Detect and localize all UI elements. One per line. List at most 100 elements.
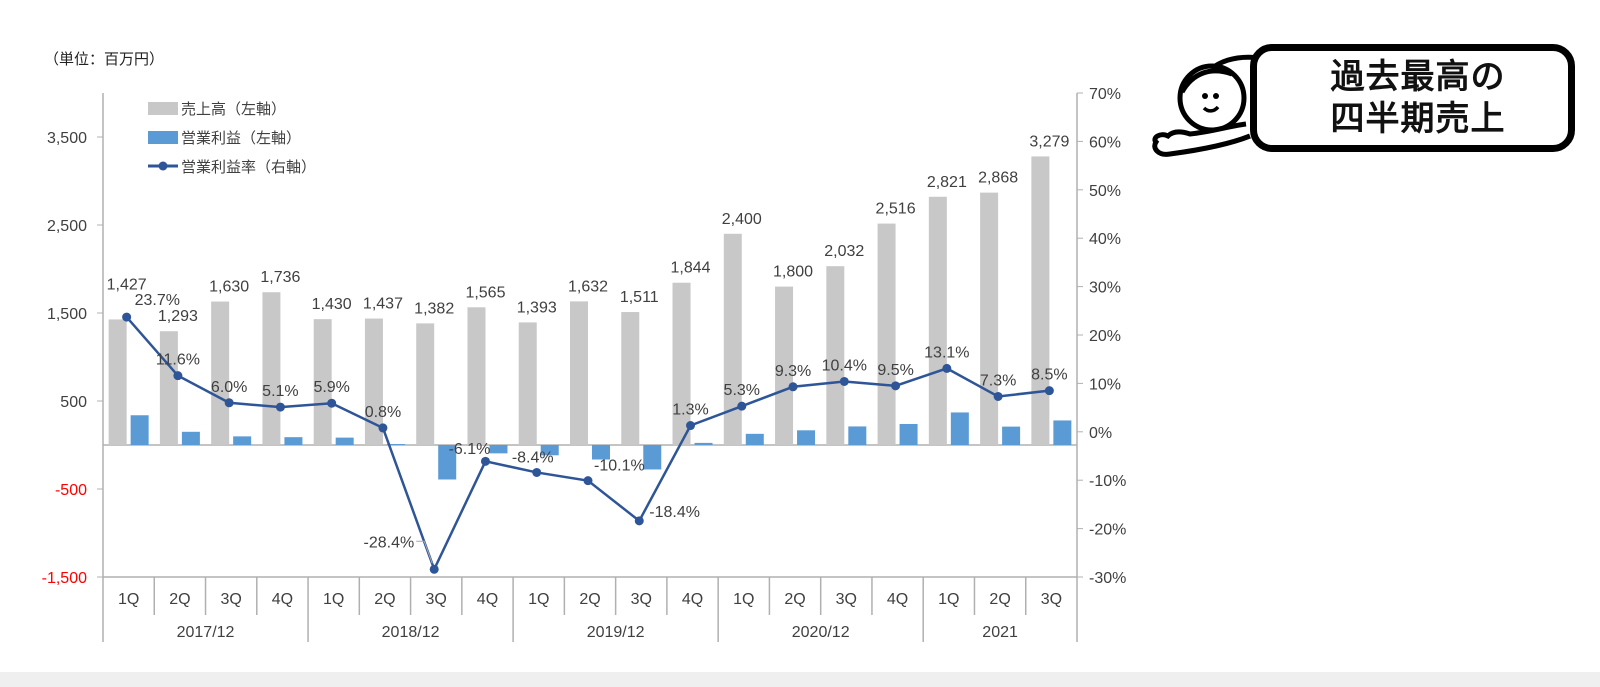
left-tick-label: 3,500 <box>47 130 87 147</box>
sales-value-label: 1,632 <box>568 278 608 295</box>
quarter-label: 3Q <box>426 591 447 608</box>
right-tick-label: 10% <box>1089 376 1121 393</box>
operating-profit-bar <box>950 412 969 445</box>
callout-text: 過去最高の 四半期売上 <box>1268 56 1568 140</box>
operating-profit-bar <box>643 445 662 470</box>
legend-label-margin: 営業利益率（右軸） <box>181 158 316 176</box>
sales-bar <box>159 331 178 445</box>
operating-profit-bar <box>540 445 559 456</box>
callout-line-2: 四半期売上 <box>1330 99 1506 139</box>
margin-value-label: 9.3% <box>775 363 811 380</box>
quarter-label: 2Q <box>374 591 395 608</box>
right-tick-label: 50% <box>1089 183 1121 200</box>
quarter-label: 4Q <box>887 591 908 608</box>
sales-value-label: 1,630 <box>209 279 249 296</box>
right-tick-label: -30% <box>1089 570 1126 587</box>
sales-value-label: 1,430 <box>312 296 352 313</box>
operating-profit-bar <box>181 431 200 445</box>
margin-point <box>224 398 234 408</box>
quarter-label: 3Q <box>220 591 241 608</box>
callout-line-1: 過去最高の <box>1330 57 1506 97</box>
sales-value-label: 3,279 <box>1029 133 1069 150</box>
quarter-label: 2Q <box>989 591 1010 608</box>
quarter-label: 1Q <box>323 591 344 608</box>
sales-value-label: 1,565 <box>465 284 505 301</box>
operating-profit-bar <box>1002 426 1021 445</box>
margin-point <box>891 381 901 391</box>
margin-point <box>737 401 747 411</box>
sales-bar <box>1031 156 1050 445</box>
margin-value-label: 13.1% <box>924 344 969 361</box>
margin-point <box>429 564 439 574</box>
margin-point <box>173 371 183 381</box>
margin-point <box>122 312 132 322</box>
sales-value-label: 2,400 <box>722 211 762 228</box>
sales-value-label: 2,821 <box>927 174 967 191</box>
sales-bar <box>108 319 127 445</box>
fiscal-year-label: 2020/12 <box>792 624 850 641</box>
quarter-label: 1Q <box>528 591 549 608</box>
leader-line <box>416 540 433 564</box>
operating-profit-bar <box>130 415 149 445</box>
left-tick-label: 2,500 <box>47 218 87 235</box>
sales-value-label: 1,511 <box>620 289 659 306</box>
operating-profit-bar <box>592 445 610 460</box>
right-tick-label: 20% <box>1089 328 1121 345</box>
sales-bar <box>980 192 999 445</box>
margin-value-label: 11.6% <box>156 352 200 369</box>
x-axis: 1Q 2Q 3Q 4Q 1Q 2Q 3Q 4Q 1Q 2Q 3Q 4Q 1Q 2Q 3Q 4Q 1Q 2Q 3Q 20… <box>102 576 1078 642</box>
operating-profit-bar <box>899 423 918 445</box>
margin-value-label: 0.8% <box>365 404 401 421</box>
margin-value-label: 1.3% <box>672 402 708 419</box>
operating-profit-bar <box>797 430 816 445</box>
sales-bar <box>928 196 947 445</box>
right-tick-label: 0% <box>1089 425 1112 442</box>
operating-profit-bar <box>1053 420 1072 445</box>
quarter-label: 4Q <box>477 591 498 608</box>
margin-value-label: 9.5% <box>877 362 913 379</box>
margin-value-label: -10.1% <box>594 458 645 475</box>
operating-profit-bar <box>694 442 713 445</box>
margin-point <box>327 398 337 408</box>
data-labels: 1,427 1,293 1,630 1,736 1,430 1,437 1,382 1,565… <box>107 133 1069 564</box>
margin-value-label: -8.4% <box>512 449 554 466</box>
margin-point <box>1044 386 1054 396</box>
right-tick-label: 30% <box>1089 280 1121 297</box>
record-sales-callout: 過去最高の 四半期売上 <box>1150 40 1590 165</box>
sales-bar <box>518 322 537 445</box>
quarter-label: 3Q <box>631 591 652 608</box>
sales-bar <box>826 266 845 445</box>
operating-profit-bar <box>233 436 252 445</box>
margin-point <box>532 467 542 477</box>
margin-point <box>993 391 1003 401</box>
legend-label-sales: 売上高（左軸） <box>181 100 286 118</box>
left-tick-label: 500 <box>60 394 87 411</box>
margin-line <box>122 312 1054 574</box>
operating-profit-bar <box>284 437 303 445</box>
operating-profit-bar <box>745 433 764 445</box>
legend-swatch-sales <box>148 102 178 115</box>
sales-bar <box>775 286 794 445</box>
unit-label: （単位：百万円） <box>44 50 165 68</box>
quarter-label: 1Q <box>733 591 754 608</box>
sales-value-label: 2,032 <box>824 243 864 260</box>
margin-point <box>583 476 593 486</box>
quarter-label: 4Q <box>272 591 293 608</box>
operating-profit-bar <box>848 426 867 445</box>
legend-swatch-operating-profit <box>148 131 178 144</box>
margin-value-label: 5.1% <box>262 383 298 400</box>
fiscal-year-label: 2021 <box>982 624 1018 641</box>
operating-profit-bars <box>130 412 1072 480</box>
sales-value-label: 1,427 <box>107 276 147 293</box>
operating-profit-bar <box>489 445 508 454</box>
sales-value-label: 1,800 <box>773 264 813 281</box>
callout-box <box>1250 44 1575 152</box>
quarter-label: 3Q <box>836 591 857 608</box>
bottom-band <box>0 672 1600 687</box>
sales-value-label: 1,437 <box>363 296 403 313</box>
margin-point <box>480 456 490 466</box>
fiscal-year-label: 2019/12 <box>587 624 645 641</box>
quarter-label: 3Q <box>1041 591 1062 608</box>
sales-value-label: 2,516 <box>876 201 916 218</box>
